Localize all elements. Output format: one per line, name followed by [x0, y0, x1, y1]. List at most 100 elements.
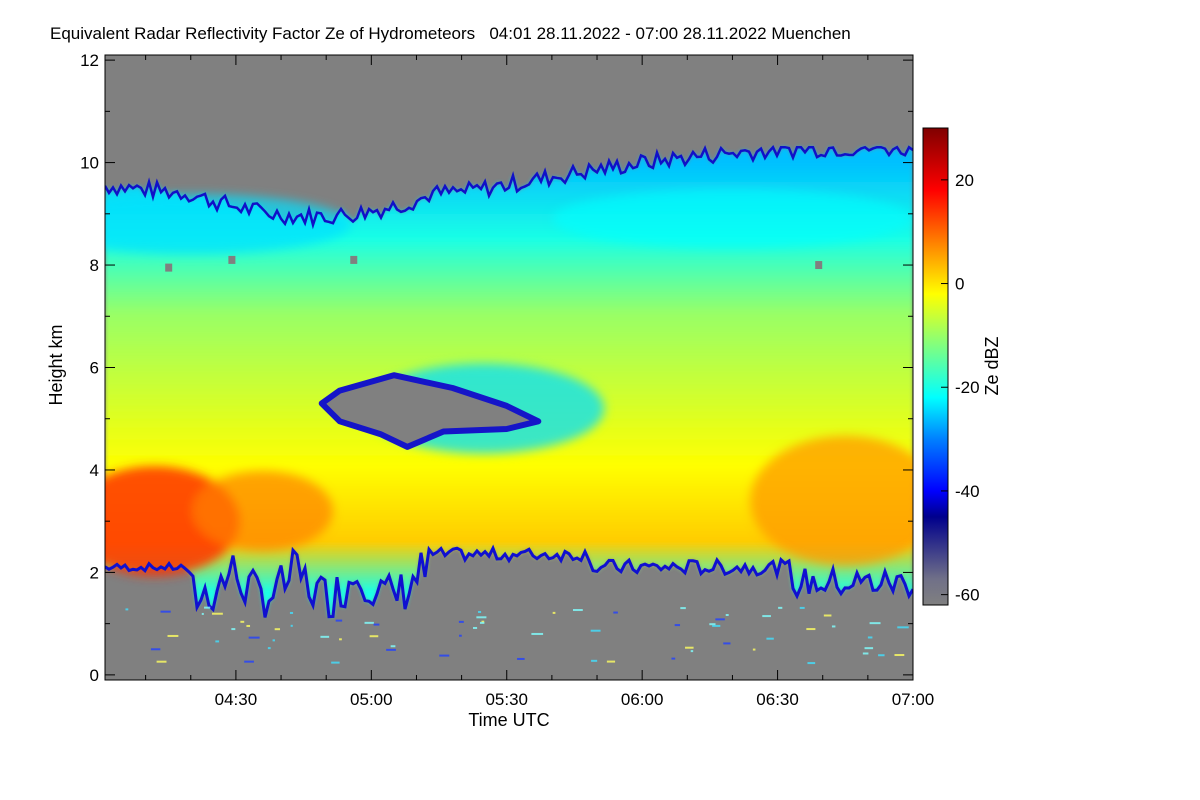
noise-speckle: [373, 623, 380, 626]
small-gap: [815, 261, 823, 270]
noise-speckle: [591, 659, 598, 662]
colorbar-tick-label: 20: [955, 171, 974, 190]
colorbar-tick-label: -20: [955, 378, 980, 397]
noise-speckle: [778, 606, 783, 609]
chart-title: Equivalent Radar Reflectivity Factor Ze …: [50, 24, 851, 43]
y-tick-label: 2: [90, 563, 99, 582]
noise-speckle: [150, 648, 161, 651]
noise-speckle: [160, 610, 171, 613]
noise-speckle: [807, 662, 816, 665]
y-tick-label: 4: [90, 461, 99, 480]
noise-speckle: [723, 642, 731, 645]
colorbar-tick-label: 0: [955, 275, 964, 294]
noise-speckle: [289, 611, 294, 614]
noise-speckle: [709, 623, 716, 626]
upper-cyan-right: [552, 188, 913, 249]
noise-speckle: [244, 660, 254, 663]
noise-speckle: [897, 626, 909, 629]
small-gap: [228, 255, 236, 264]
noise-speckle: [517, 657, 525, 660]
x-tick-label: 05:30: [485, 690, 528, 709]
noise-speckle: [156, 660, 167, 663]
noise-speckle: [831, 625, 836, 628]
x-tick-label: 07:00: [892, 690, 935, 709]
noise-speckle: [335, 619, 343, 622]
noise-speckle: [386, 648, 396, 651]
noise-speckle: [125, 608, 129, 611]
strong-echo-left-tail: [192, 470, 333, 551]
noise-speckle: [215, 640, 220, 643]
noise-speckle: [606, 660, 616, 663]
noise-speckle: [894, 654, 905, 657]
noise-speckle: [331, 661, 340, 664]
noise-speckle: [725, 614, 729, 617]
noise-speckle: [531, 632, 544, 635]
noise-speckle: [823, 614, 832, 617]
noise-speckle: [476, 616, 487, 619]
noise-speckle: [590, 629, 601, 632]
noise-speckle: [459, 634, 462, 637]
noise-speckle: [167, 634, 179, 637]
noise-speckle: [248, 636, 260, 639]
colorbar-ticks: 20 0 -20 -40 -60: [941, 171, 980, 605]
noise-speckle: [478, 610, 482, 613]
noise-speckle: [799, 606, 805, 609]
x-tick-label: 06:30: [756, 690, 799, 709]
noise-speckle: [864, 647, 874, 650]
noise-speckle: [867, 636, 873, 639]
noise-speckle: [211, 612, 223, 615]
noise-speckle: [613, 611, 618, 614]
noise-speckle: [766, 637, 774, 640]
colorbar: [922, 127, 949, 606]
small-gap: [165, 263, 173, 272]
upper-cyan-left: [105, 194, 351, 255]
noise-speckle: [369, 635, 379, 638]
echo-gap-region: [318, 372, 542, 450]
noise-speckle: [320, 635, 330, 638]
noise-speckle: [878, 654, 885, 657]
y-tick-label: 10: [80, 154, 99, 173]
strong-echo-right: [750, 435, 913, 566]
x-tick-label: 06:00: [621, 690, 664, 709]
colorbar-tick-label: -40: [955, 482, 980, 501]
noise-speckle: [204, 606, 211, 609]
noise-speckle: [473, 626, 478, 629]
noise-speckle: [674, 624, 681, 627]
x-tick-label: 05:00: [350, 690, 393, 709]
colorbar-label: Ze dBZ: [982, 336, 1002, 395]
small-gap: [350, 255, 358, 264]
y-tick-label: 0: [90, 666, 99, 685]
noise-speckle: [685, 646, 694, 649]
noise-speckle: [458, 620, 464, 623]
noise-speckle: [690, 650, 694, 653]
noise-speckle: [762, 615, 771, 618]
y-tick-label: 8: [90, 256, 99, 275]
noise-speckle: [715, 618, 725, 621]
noise-speckle: [240, 620, 245, 623]
y-axis: 0 2 4 6 8 10 12: [80, 51, 913, 685]
noise-speckle: [671, 657, 676, 660]
plot-area: [105, 55, 913, 680]
noise-speckle: [481, 620, 485, 623]
noise-speckle: [364, 621, 374, 624]
noise-speckle: [552, 611, 556, 614]
noise-speckle: [274, 628, 281, 631]
noise-speckle: [390, 645, 396, 648]
noise-speckles: [125, 606, 909, 665]
noise-speckle: [231, 628, 236, 631]
noise-speckle: [680, 607, 686, 610]
cloud-top-edge: [105, 145, 913, 230]
colorbar-tick-label: -60: [955, 586, 980, 605]
x-axis: 04:30 05:00 05:30 06:00 06:30 07:00: [145, 55, 935, 709]
noise-speckle: [869, 622, 881, 625]
x-axis-label: Time UTC: [468, 710, 549, 730]
noise-speckle: [752, 648, 756, 651]
noise-speckle: [806, 628, 816, 631]
x-tick-label: 04:30: [215, 690, 258, 709]
noise-speckle: [201, 612, 204, 615]
noise-speckle: [712, 624, 721, 627]
echo-gap: [165, 255, 823, 450]
noise-speckle: [267, 647, 271, 650]
noise-speckle: [246, 624, 251, 627]
